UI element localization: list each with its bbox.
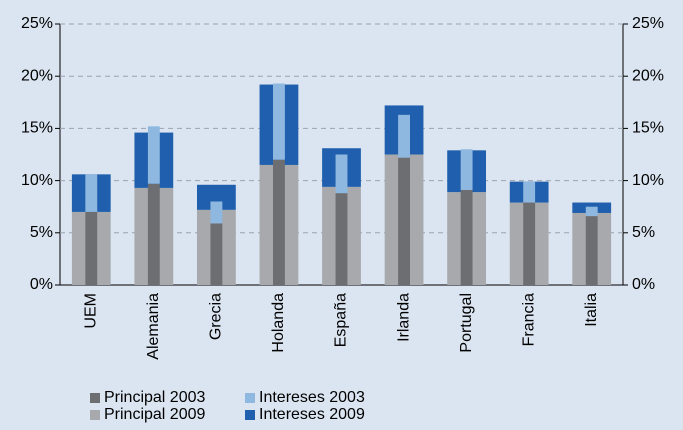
x-tick-label: Italia xyxy=(583,293,600,327)
bar-segment xyxy=(147,126,160,184)
y-tick-label: 10% xyxy=(21,172,53,189)
y2-tick-label: 20% xyxy=(632,67,664,84)
bar-segment xyxy=(273,159,285,285)
x-tick-label: Holanda xyxy=(270,293,287,353)
x-tick-label: Portugal xyxy=(458,293,475,353)
bar-segment xyxy=(460,149,473,190)
bar-segment xyxy=(210,223,223,285)
y2-tick-label: 15% xyxy=(632,120,664,137)
bar-segment xyxy=(85,211,98,285)
legend-label: Intereses 2009 xyxy=(259,406,365,423)
y2-tick-label: 25% xyxy=(632,15,664,32)
y-tick-label: 5% xyxy=(30,224,53,241)
bar-segment xyxy=(335,154,348,194)
bar-segment xyxy=(210,201,223,224)
x-tick-label: Alemania xyxy=(145,293,162,360)
legend-swatch xyxy=(245,410,255,420)
legend-swatch xyxy=(245,393,255,403)
legend-label: Principal 2009 xyxy=(104,406,206,423)
y2-tick-label: 5% xyxy=(632,224,655,241)
bar-segment xyxy=(523,202,536,285)
bar-segment xyxy=(585,216,598,285)
legend-label: Principal 2003 xyxy=(104,389,206,406)
x-tick-label: UEM xyxy=(82,293,99,329)
x-tick-label: Irlanda xyxy=(395,293,412,342)
y-tick-label: 20% xyxy=(21,67,53,84)
legend-swatch xyxy=(90,410,100,420)
y-tick-label: 0% xyxy=(30,276,53,293)
legend-swatch xyxy=(90,393,100,403)
bar-segment xyxy=(398,157,410,285)
bar-segment xyxy=(85,174,98,212)
bar-segment xyxy=(460,189,473,285)
legend-label: Intereses 2003 xyxy=(259,389,365,406)
bar-segment xyxy=(523,181,536,203)
bar-segment xyxy=(585,206,598,217)
x-tick-label: Francia xyxy=(520,293,537,346)
y2-tick-label: 0% xyxy=(632,276,655,293)
bar-segment xyxy=(398,114,410,158)
bar-segment xyxy=(335,193,348,285)
x-tick-label: España xyxy=(333,293,350,347)
y-tick-label: 25% xyxy=(21,15,53,32)
bar-segment xyxy=(273,83,285,160)
y2-tick-label: 10% xyxy=(632,172,664,189)
bar-segment xyxy=(147,183,160,285)
x-tick-label: Grecia xyxy=(208,293,225,340)
y-tick-label: 15% xyxy=(21,120,53,137)
